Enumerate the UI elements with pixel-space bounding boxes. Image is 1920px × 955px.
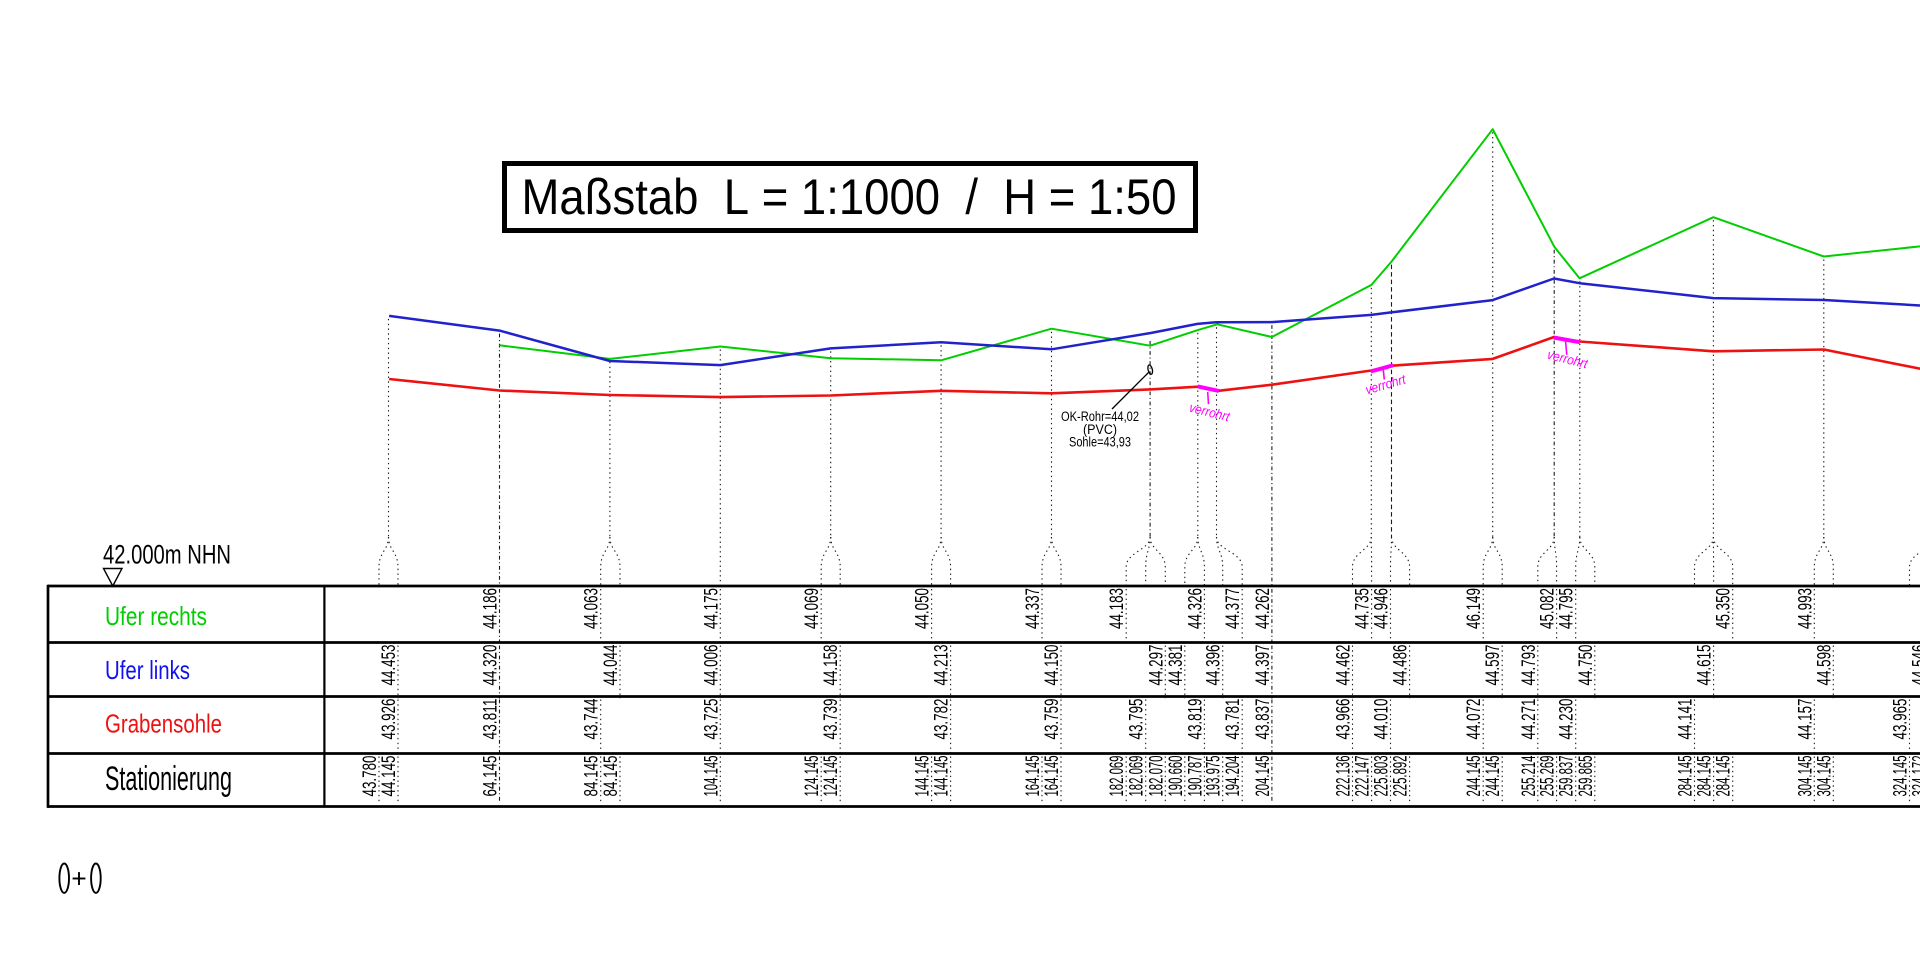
svg-text:43.811: 43.811 — [481, 699, 502, 740]
svg-text:Ufer rechts: Ufer rechts — [105, 601, 207, 631]
svg-text:44.377: 44.377 — [1223, 588, 1244, 629]
svg-text:45.350: 45.350 — [1714, 588, 1735, 629]
svg-text:44.795: 44.795 — [1557, 588, 1578, 629]
svg-text:44.326: 44.326 — [1185, 588, 1206, 629]
svg-text:44.615: 44.615 — [1695, 645, 1716, 686]
svg-text:104.145: 104.145 — [701, 756, 722, 797]
svg-text:44.157: 44.157 — [1795, 699, 1816, 740]
svg-text:44.050: 44.050 — [913, 588, 934, 629]
svg-text:44.453: 44.453 — [379, 645, 400, 686]
svg-text:43.759: 43.759 — [1042, 699, 1063, 740]
svg-text:44.010: 44.010 — [1372, 699, 1393, 740]
svg-text:43.725: 43.725 — [701, 699, 722, 740]
svg-text:144.145: 144.145 — [913, 756, 934, 797]
svg-text:259.837: 259.837 — [1557, 756, 1578, 797]
svg-text:43.739: 43.739 — [821, 699, 842, 740]
svg-text:44.230: 44.230 — [1557, 699, 1578, 740]
svg-text:194.204: 194.204 — [1223, 755, 1244, 796]
svg-text:44.069: 44.069 — [802, 588, 823, 629]
svg-text:244.145: 244.145 — [1464, 756, 1485, 797]
svg-text:164.145: 164.145 — [1042, 756, 1063, 797]
svg-text:44.063: 44.063 — [582, 588, 603, 629]
svg-text:164.145: 164.145 — [1023, 756, 1044, 797]
svg-text:259.865: 259.865 — [1576, 756, 1597, 797]
svg-text:284.145: 284.145 — [1676, 756, 1697, 797]
svg-text:44.793: 44.793 — [1519, 645, 1540, 686]
svg-text:44.175: 44.175 — [701, 588, 722, 629]
svg-text:Sohle=43,93: Sohle=43,93 — [1069, 435, 1131, 450]
svg-text:44.735: 44.735 — [1353, 588, 1374, 629]
svg-text:44.396: 44.396 — [1204, 645, 1225, 686]
svg-text:84.145: 84.145 — [601, 756, 622, 797]
svg-text:225.892: 225.892 — [1391, 756, 1412, 797]
svg-text:44.750: 44.750 — [1576, 645, 1597, 686]
svg-text:324.172: 324.172 — [1910, 756, 1920, 797]
svg-text:44.486: 44.486 — [1391, 645, 1412, 686]
svg-text:44.262: 44.262 — [1253, 588, 1274, 629]
svg-text:44.158: 44.158 — [821, 645, 842, 686]
svg-text:284.145: 284.145 — [1714, 756, 1735, 797]
svg-text:225.803: 225.803 — [1372, 756, 1393, 797]
svg-text:46.149: 46.149 — [1464, 588, 1485, 629]
svg-text:244.145: 244.145 — [1483, 756, 1504, 797]
svg-text:44.946: 44.946 — [1372, 588, 1393, 629]
svg-text:Grabensohle: Grabensohle — [105, 709, 222, 739]
svg-text:64.145: 64.145 — [481, 756, 502, 797]
svg-text:44.337: 44.337 — [1023, 588, 1044, 629]
svg-text:44.145: 44.145 — [379, 756, 400, 797]
svg-text:44.044: 44.044 — [601, 644, 622, 685]
svg-text:44.397: 44.397 — [1253, 645, 1274, 686]
svg-text:144.145: 144.145 — [932, 756, 953, 797]
svg-text:182.069: 182.069 — [1127, 756, 1148, 797]
svg-text:43.781: 43.781 — [1223, 699, 1244, 740]
svg-text:304.145: 304.145 — [1814, 756, 1835, 797]
svg-text:44.381: 44.381 — [1166, 645, 1187, 686]
svg-text:44.320: 44.320 — [481, 645, 502, 686]
svg-text:44.271: 44.271 — [1519, 699, 1540, 740]
svg-text:43.819: 43.819 — [1185, 699, 1206, 740]
svg-text:43.966: 43.966 — [1334, 699, 1355, 740]
svg-text:44.183: 44.183 — [1107, 588, 1128, 629]
svg-text:45.082: 45.082 — [1538, 588, 1559, 629]
svg-text:44.006: 44.006 — [701, 645, 722, 686]
svg-text:44.186: 44.186 — [481, 588, 502, 629]
svg-text:44.141: 44.141 — [1676, 699, 1697, 740]
svg-text:Ufer links: Ufer links — [105, 655, 190, 685]
svg-text:44.462: 44.462 — [1334, 645, 1355, 686]
svg-text:Maßstab L = 1:1000 / H = 1:: Maßstab L = 1:1000 / H = 1:50 — [522, 169, 1177, 225]
svg-text:44.297: 44.297 — [1146, 645, 1167, 686]
svg-text:44.597: 44.597 — [1483, 645, 1504, 686]
svg-text:222.136: 222.136 — [1334, 756, 1355, 797]
svg-text:43.780: 43.780 — [360, 756, 381, 797]
svg-text:44.546: 44.546 — [1910, 645, 1920, 686]
svg-text:222.147: 222.147 — [1353, 756, 1374, 797]
svg-text:43.965: 43.965 — [1891, 699, 1912, 740]
svg-text:324.145: 324.145 — [1891, 756, 1912, 797]
svg-text:84.145: 84.145 — [582, 756, 603, 797]
svg-text:43.926: 43.926 — [379, 699, 400, 740]
svg-text:204.145: 204.145 — [1253, 756, 1274, 797]
svg-text:255.269: 255.269 — [1538, 756, 1559, 797]
svg-text:44.993: 44.993 — [1795, 588, 1816, 629]
svg-text:43.782: 43.782 — [932, 699, 953, 740]
svg-text:43.744: 43.744 — [582, 698, 603, 739]
svg-text:42.000m NHN: 42.000m NHN — [103, 540, 231, 570]
svg-text:124.145: 124.145 — [802, 756, 823, 797]
svg-text:182.069: 182.069 — [1107, 756, 1128, 797]
svg-text:193.975: 193.975 — [1204, 756, 1225, 797]
svg-text:182.070: 182.070 — [1146, 756, 1167, 797]
svg-text:44.150: 44.150 — [1042, 645, 1063, 686]
svg-text:304.145: 304.145 — [1795, 756, 1816, 797]
svg-text:190.660: 190.660 — [1166, 756, 1187, 797]
svg-text:44.598: 44.598 — [1814, 645, 1835, 686]
svg-text:44.213: 44.213 — [932, 645, 953, 686]
svg-text:Stationierung: Stationierung — [105, 760, 232, 798]
svg-text:43.795: 43.795 — [1127, 699, 1148, 740]
svg-text:284.145: 284.145 — [1695, 756, 1716, 797]
svg-text:43.837: 43.837 — [1253, 699, 1274, 740]
svg-text:124.145: 124.145 — [821, 756, 842, 797]
svg-text:44.072: 44.072 — [1464, 699, 1485, 740]
